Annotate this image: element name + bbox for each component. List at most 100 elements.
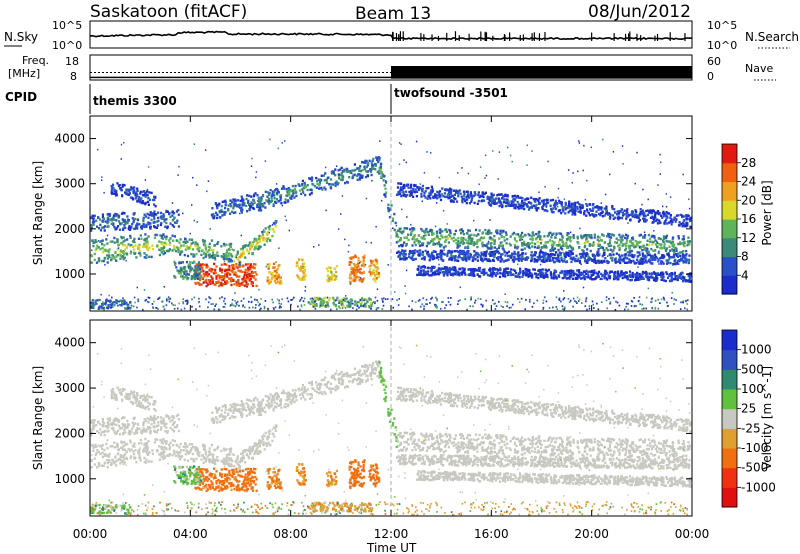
range-gate-cell (175, 266, 178, 269)
range-gate-cell (245, 284, 249, 288)
range-gate-cell (410, 184, 413, 187)
range-gate-cell (334, 270, 338, 274)
range-gate-cell (452, 189, 455, 192)
range-gate-cell (398, 244, 401, 248)
range-gate-cell (361, 280, 364, 283)
cpid-program-1: themis 3300 (93, 94, 177, 108)
range-gate-cell (242, 199, 245, 202)
range-gate-cell (171, 234, 174, 237)
range-gate-cell (137, 300, 140, 303)
range-gate-cell (578, 298, 581, 301)
range-gate-cell (234, 199, 237, 203)
range-gate-cell (593, 254, 596, 258)
range-gate-cell (184, 238, 187, 241)
range-gate-cell (479, 238, 482, 241)
range-gate-cell (94, 303, 97, 306)
range-gate-cell (349, 281, 352, 285)
range-gate-cell (594, 261, 597, 265)
range-gate-cell (206, 275, 209, 278)
range-gate-cell (483, 251, 486, 254)
range-gate-cell (227, 204, 230, 207)
range-gate-cell (560, 245, 563, 248)
range-gate-cell (519, 267, 522, 270)
range-gate-cell (451, 250, 454, 253)
range-gate-cell (512, 231, 515, 235)
range-gate-cell (661, 253, 664, 257)
range-gate-cell (461, 197, 464, 200)
range-gate-cell (675, 275, 678, 278)
range-gate-cell (217, 254, 220, 258)
range-gate-cell (530, 272, 533, 276)
range-gate-cell (132, 191, 135, 195)
range-gate-cell (250, 201, 253, 204)
range-gate-cell (666, 212, 669, 215)
range-gate-cell (256, 203, 259, 206)
range-gate-cell (396, 233, 399, 237)
range-gate-cell (641, 254, 645, 257)
range-gate-cell (648, 211, 651, 214)
range-gate-cell (277, 191, 280, 194)
range-gate-cell (261, 233, 264, 236)
range-gate-cell (377, 272, 380, 275)
range-gate-cell (470, 233, 473, 236)
range-gate-cell (201, 266, 204, 269)
range-gate-cell (227, 277, 231, 280)
range-gate-cell (601, 274, 604, 278)
range-gate-cell (471, 237, 474, 240)
range-gate-cell (122, 211, 125, 215)
range-gate-cell (557, 274, 560, 277)
range-gate-cell (462, 233, 465, 236)
range-gate-cell (522, 235, 525, 238)
range-gate-cell (225, 257, 228, 260)
range-gate-cell (444, 270, 447, 273)
range-gate-cell (498, 237, 501, 240)
range-gate-cell (368, 270, 371, 274)
range-gate-cell (497, 200, 500, 203)
range-gate-cell (366, 298, 369, 302)
range-gate-cell (417, 254, 421, 257)
range-gate-cell (522, 201, 525, 205)
range-gate-cell (203, 239, 206, 243)
range-gate-cell (177, 248, 180, 251)
range-gate-cell (635, 278, 638, 281)
range-gate-cell (429, 193, 432, 196)
range-gate-cell (542, 204, 545, 208)
range-gate-cell (205, 284, 208, 288)
range-gate-cell (610, 244, 613, 247)
range-gate-cell (123, 224, 126, 227)
range-gate-cell (339, 307, 341, 310)
range-gate-cell (324, 172, 327, 175)
range-gate-cell (540, 259, 543, 262)
range-gate-cell (626, 208, 629, 211)
range-gate-cell (371, 163, 374, 167)
range-gate-cell (209, 282, 212, 285)
range-gate-cell (342, 170, 345, 173)
range-gate-cell (570, 202, 573, 205)
range-gate-cell (618, 210, 621, 213)
range-gate-cell (505, 201, 508, 204)
range-gate-cell (91, 214, 94, 217)
range-gate-cell (434, 193, 437, 196)
range-gate-cell (628, 249, 631, 252)
range-gate-cell (133, 237, 136, 241)
range-gate-cell (139, 190, 142, 193)
range-gate-cell (143, 256, 146, 259)
range-gate-cell (571, 258, 574, 261)
range-gate-cell (138, 249, 141, 253)
range-gate-cell (404, 195, 407, 198)
range-gate-cell (533, 260, 536, 263)
range-gate-cell (537, 276, 540, 280)
range-gate-cell (203, 241, 206, 244)
range-gate-cell (120, 212, 124, 215)
range-gate-cell (190, 242, 193, 245)
range-gate-cell (526, 268, 529, 272)
range-gate-cell (607, 232, 610, 236)
range-gate-cell (469, 271, 473, 275)
range-gate-cell (345, 167, 348, 171)
range-gate-cell (241, 246, 245, 250)
range-gate-cell (416, 250, 419, 253)
range-gate-cell (237, 199, 240, 202)
range-gate-cell (267, 199, 270, 202)
range-gate-cell (91, 299, 94, 302)
range-gate-cell (349, 277, 352, 280)
